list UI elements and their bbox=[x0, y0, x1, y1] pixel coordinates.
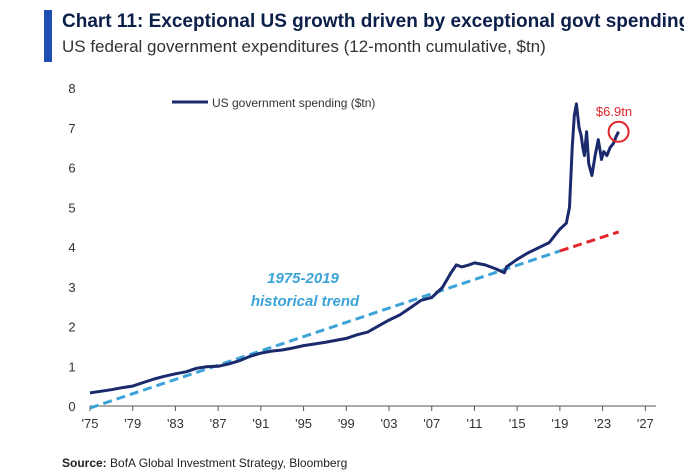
x-tick-label: '75 bbox=[82, 416, 99, 431]
y-tick-label: 0 bbox=[68, 399, 75, 414]
line-chart: 0 1 2 3 4 5 6 7 8 '75 '79 '83 '87 '91 '95 '99 '03 '07 '11… bbox=[68, 81, 656, 431]
x-tick-label: '79 bbox=[124, 416, 141, 431]
x-tick-label: '87 bbox=[210, 416, 227, 431]
y-tick-label: 3 bbox=[68, 280, 75, 295]
legend: US government spending ($tn) bbox=[172, 96, 375, 110]
trend-label-line2: historical trend bbox=[251, 293, 360, 310]
y-tick-label: 1 bbox=[68, 359, 75, 374]
x-tick-label: '11 bbox=[466, 416, 482, 431]
trend-line bbox=[89, 249, 561, 410]
trend-extension-line bbox=[559, 230, 620, 253]
trend-label: 1975-2019 historical trend bbox=[251, 270, 360, 310]
x-tick-label: '07 bbox=[423, 416, 440, 431]
y-tick-label: 2 bbox=[68, 320, 75, 335]
source-note: Source: BofA Global Investment Strategy,… bbox=[62, 456, 347, 470]
trend-label-line1: 1975-2019 bbox=[267, 270, 339, 287]
y-tick-label: 7 bbox=[68, 121, 75, 136]
y-tick-label: 8 bbox=[68, 81, 75, 96]
title-accent-bar bbox=[44, 10, 52, 62]
x-tick-label: '03 bbox=[381, 416, 398, 431]
legend-label: US government spending ($tn) bbox=[212, 96, 375, 110]
chart-title: Chart 11: Exceptional US growth driven b… bbox=[62, 11, 684, 32]
y-tick-label: 6 bbox=[68, 161, 75, 176]
y-axis-ticks: 0 1 2 3 4 5 6 7 8 bbox=[68, 81, 75, 414]
source-label: Source: bbox=[62, 456, 107, 470]
x-tick-label: '91 bbox=[252, 416, 269, 431]
series-group bbox=[89, 102, 620, 395]
callout: $6.9tn bbox=[596, 104, 632, 143]
callout-label: $6.9tn bbox=[596, 104, 632, 119]
x-tick-label: '27 bbox=[637, 416, 654, 431]
callout-circle bbox=[607, 120, 630, 143]
x-axis: '75 '79 '83 '87 '91 '95 '99 '03 '07 '11 '15 '19 '23 '… bbox=[82, 405, 656, 431]
y-tick-label: 5 bbox=[68, 200, 75, 215]
series-line-us-government-spending bbox=[89, 102, 620, 395]
y-tick-label: 4 bbox=[68, 240, 75, 255]
x-tick-label: '19 bbox=[551, 416, 568, 431]
x-tick-label: '99 bbox=[338, 416, 355, 431]
x-tick-label: '83 bbox=[167, 416, 184, 431]
source-text: BofA Global Investment Strategy, Bloombe… bbox=[110, 456, 348, 470]
trend-lines bbox=[89, 230, 620, 410]
x-tick-label: '95 bbox=[295, 416, 312, 431]
chart-subtitle: US federal government expenditures (12-m… bbox=[62, 37, 546, 56]
x-tick-label: '23 bbox=[594, 416, 611, 431]
x-tick-label: '15 bbox=[509, 416, 526, 431]
